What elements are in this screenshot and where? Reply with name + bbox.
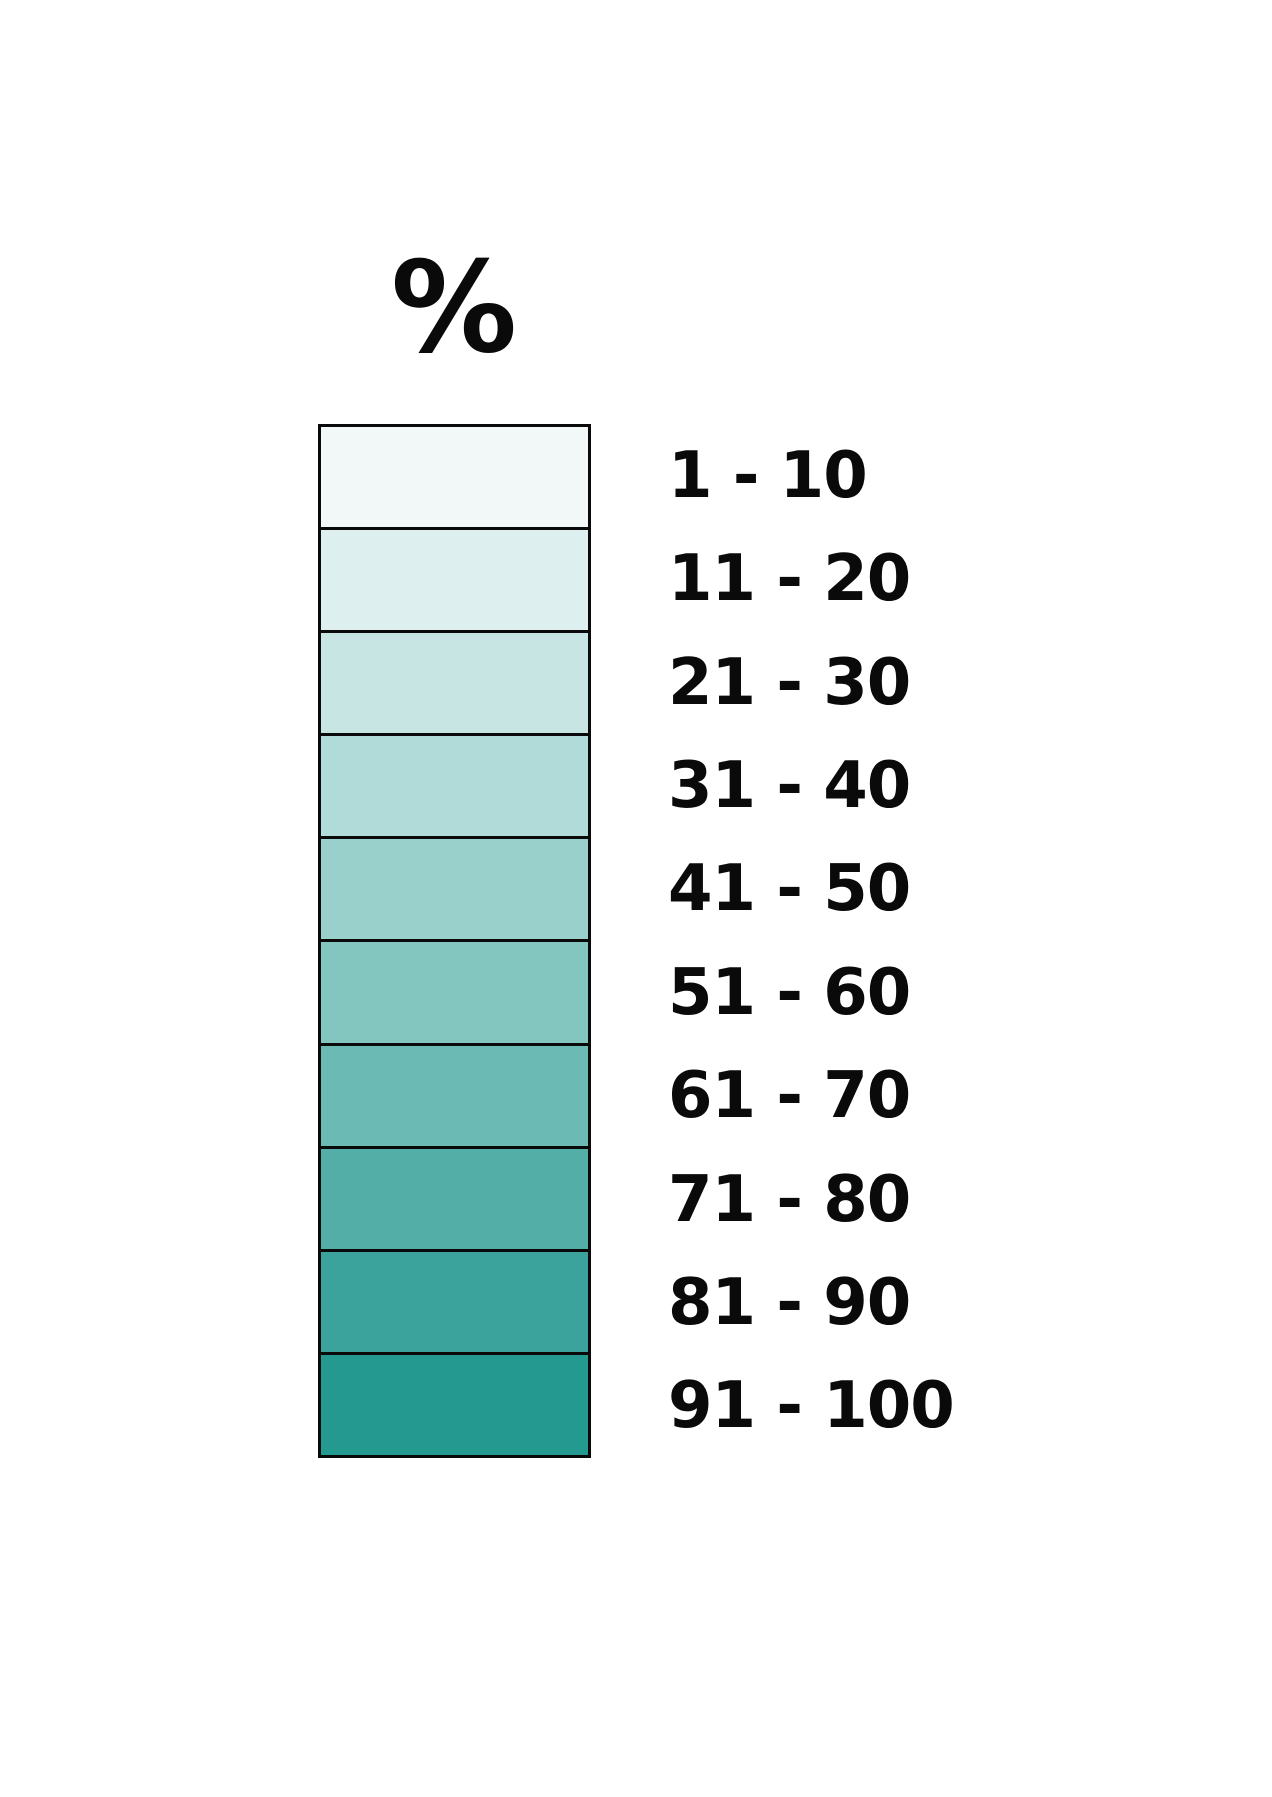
range-label-81-90: 81 - 90	[668, 1265, 911, 1340]
legend-title: %	[390, 234, 518, 381]
range-label-41-50: 41 - 50	[668, 852, 911, 927]
range-label-31-40: 31 - 40	[668, 748, 911, 823]
range-label-91-100: 91 - 100	[668, 1369, 955, 1444]
swatch-31-40	[321, 736, 588, 840]
swatch-41-50	[321, 839, 588, 943]
range-label-21-30: 21 - 30	[668, 645, 911, 720]
swatch-11-20	[321, 530, 588, 634]
swatch-column	[318, 424, 591, 1458]
range-label-61-70: 61 - 70	[668, 1059, 911, 1134]
swatch-1-10	[321, 427, 588, 531]
swatch-51-60	[321, 942, 588, 1046]
swatch-61-70	[321, 1045, 588, 1149]
range-label-11-20: 11 - 20	[668, 542, 911, 617]
swatch-71-80	[321, 1148, 588, 1252]
range-label-71-80: 71 - 80	[668, 1162, 911, 1237]
swatch-21-30	[321, 633, 588, 737]
swatch-81-90	[321, 1251, 588, 1355]
range-label-1-10: 1 - 10	[668, 438, 868, 513]
range-labels: 1 - 10 11 - 20 21 - 30 31 - 40 41 - 50 5…	[668, 424, 955, 1458]
range-label-51-60: 51 - 60	[668, 955, 911, 1030]
swatch-91-100	[321, 1354, 588, 1455]
